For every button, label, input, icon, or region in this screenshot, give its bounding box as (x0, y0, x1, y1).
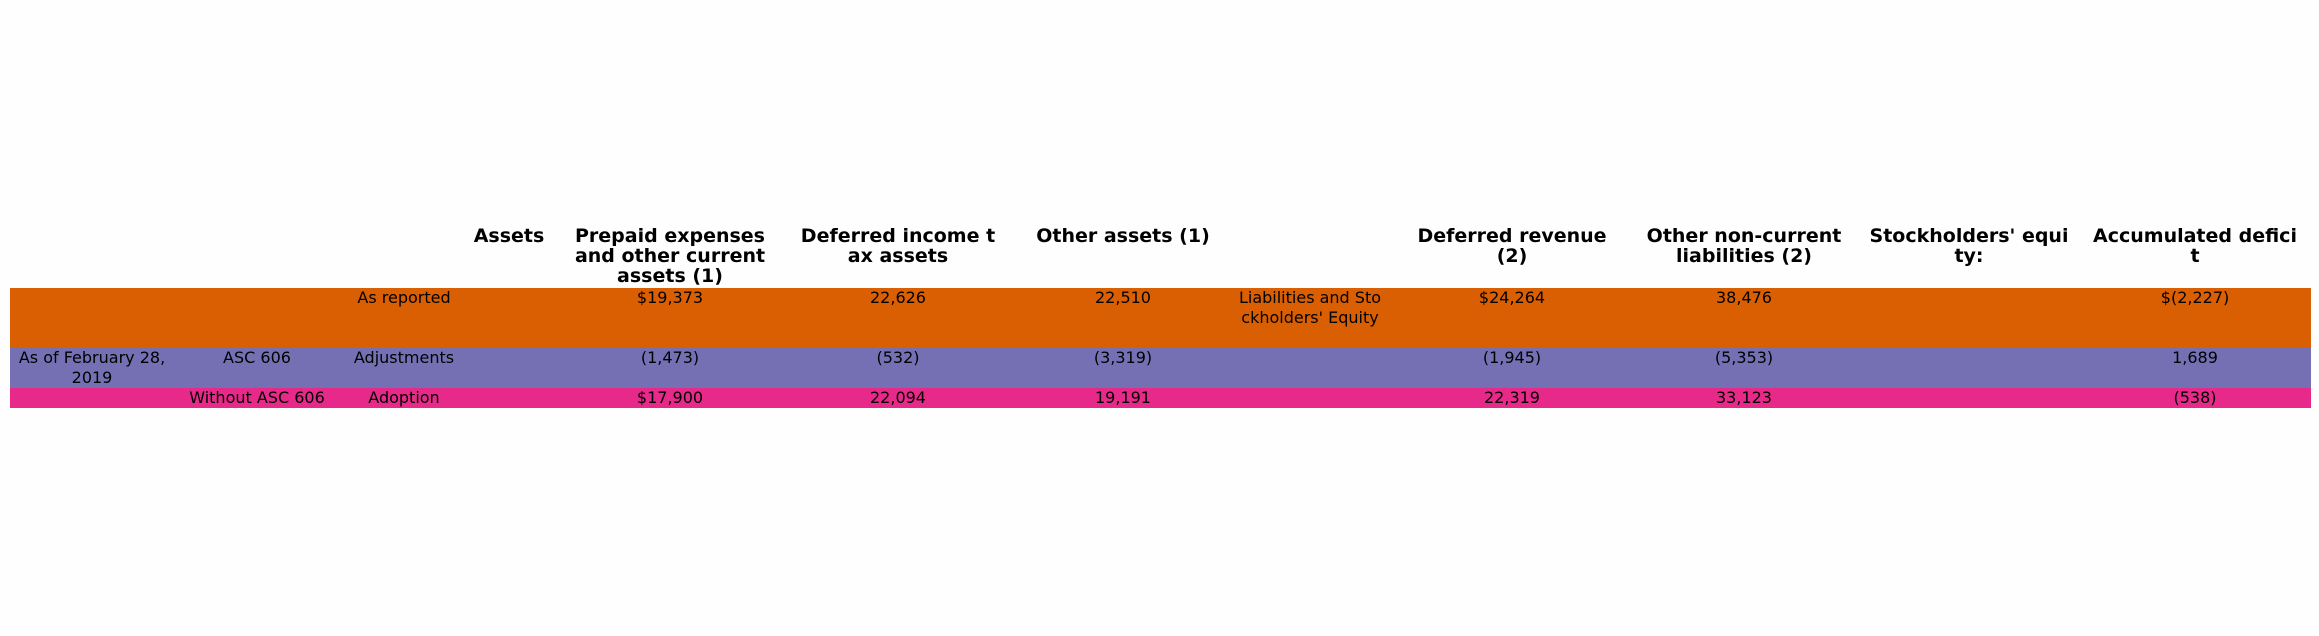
table-cell: 22,626 (870, 288, 926, 307)
table-row: As reported $19,373 22,626 22,510 Liabilitie… (10, 288, 2311, 348)
table-cell: $17,900 (636, 388, 704, 407)
table-cell: (532) (876, 348, 920, 367)
table-cell: (5,353) (1714, 348, 1774, 367)
table-cell: (538) (2173, 388, 2217, 407)
table-cell: ASC 606 (223, 348, 291, 367)
column-header: Accumulated deficit (2093, 225, 2297, 267)
table-cell: 38,476 (1716, 288, 1772, 307)
table-cell: (1,473) (640, 348, 700, 367)
table-cell: 22,094 (870, 388, 926, 407)
table-cell: 1,689 (2172, 348, 2218, 367)
table-cell: (3,319) (1093, 348, 1153, 367)
column-header: Deferred revenue (2) (1417, 225, 1607, 267)
table-cell: Liabilities and Stockholders' Equity (1238, 288, 1382, 327)
table-row: Without ASC 606 Adoption $17,900 22,094 19,1… (10, 388, 2311, 408)
table-cell: $(2,227) (2160, 288, 2230, 307)
table-cell: Without ASC 606 (189, 388, 325, 407)
table-cell: 22,510 (1095, 288, 1151, 307)
table-cell: 33,123 (1716, 388, 1772, 407)
table-row: As of February 28, 2019 ASC 606 Adjustment… (10, 348, 2311, 388)
table-cell: $24,264 (1478, 288, 1546, 307)
column-header: Prepaid expenses and other current asset… (574, 225, 766, 287)
table-cell: 19,191 (1095, 388, 1151, 407)
table-cell: $19,373 (636, 288, 704, 307)
column-header: Other non-current liabilities (2) (1646, 225, 1842, 267)
column-header: Other assets (1) (1036, 225, 1210, 247)
table-cell: (1,945) (1482, 348, 1542, 367)
column-header: Assets (473, 225, 545, 247)
table-cell: As of February 28, 2019 (18, 348, 166, 387)
table-cell: As reported (357, 288, 451, 307)
table-cell: Adoption (368, 388, 440, 407)
table-cell: Adjustments (353, 348, 455, 367)
column-header: Stockholders' equity: (1869, 225, 2069, 267)
column-header: Deferred income tax assets (800, 225, 996, 267)
table-cell: 22,319 (1484, 388, 1540, 407)
